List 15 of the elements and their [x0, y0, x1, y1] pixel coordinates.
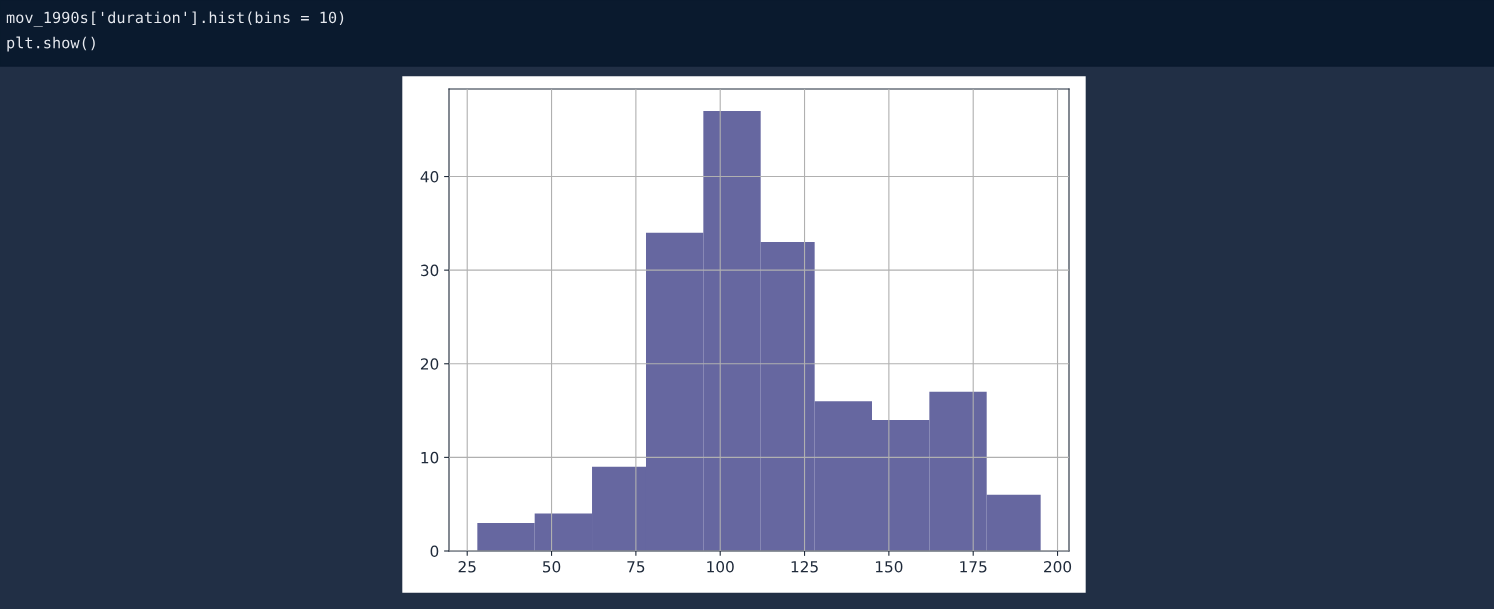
- x-tick-label: 50: [543, 560, 561, 573]
- x-tick-label: 100: [707, 560, 734, 573]
- y-tick-label: 30: [421, 264, 439, 277]
- x-tick-label: 200: [1044, 560, 1072, 573]
- x-tick-label: 25: [458, 560, 476, 573]
- x-tick-label: 75: [627, 561, 645, 573]
- x-tick-label: 175: [960, 561, 987, 573]
- text: mov_1990s['duration'].hist(bins = 10): [6, 11, 344, 27]
- text: plt.show(): [7, 36, 95, 52]
- y-tick-label: 20: [420, 358, 439, 370]
- x-tick-label: 125: [791, 560, 818, 573]
- y-tick-label: 10: [421, 451, 439, 464]
- y-tick-label: 40: [420, 171, 439, 183]
- x-tick-label: 150: [875, 560, 903, 573]
- y-tick-label: 0: [430, 545, 439, 558]
